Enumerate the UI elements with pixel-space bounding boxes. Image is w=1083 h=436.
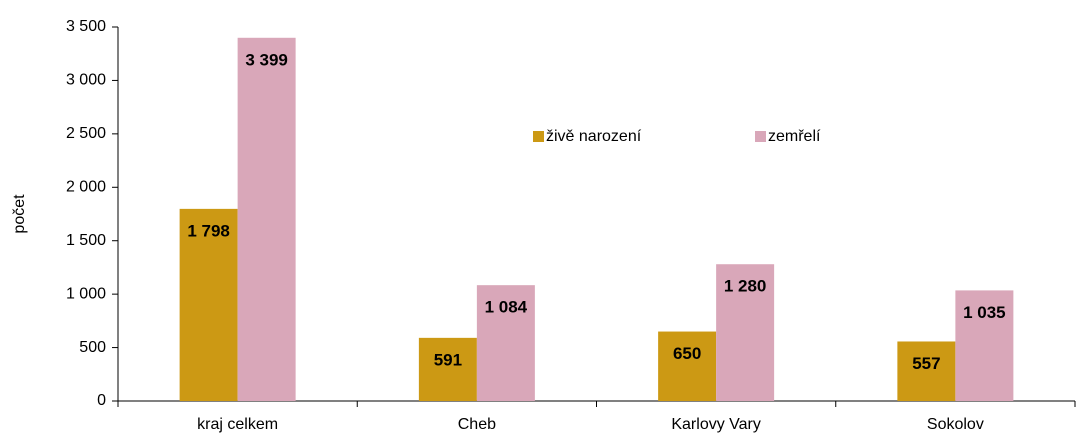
y-tick-label: 500 — [79, 339, 106, 356]
bar — [237, 37, 296, 401]
legend-swatch — [755, 131, 766, 142]
bar — [897, 341, 956, 401]
value-label: 3 399 — [245, 50, 288, 69]
y-axis-label: počet — [11, 194, 28, 234]
value-label: 1 280 — [724, 277, 767, 296]
y-tick-label: 0 — [97, 392, 106, 409]
y-tick-label: 3 500 — [66, 18, 106, 35]
x-tick-label: Cheb — [458, 416, 496, 433]
value-label: 1 035 — [963, 303, 1006, 322]
y-tick-label: 1 500 — [66, 232, 106, 249]
value-label: 557 — [912, 354, 940, 373]
bar — [955, 290, 1014, 401]
y-tick-label: 2 000 — [66, 179, 106, 196]
value-label: 1 084 — [485, 298, 528, 317]
legend-label: živě narození — [546, 128, 642, 145]
bar — [418, 337, 477, 401]
bar — [658, 331, 717, 401]
legend-label: zemřelí — [768, 128, 821, 145]
value-label: 591 — [434, 350, 462, 369]
bar — [476, 285, 535, 401]
y-tick-label: 1 000 — [66, 285, 106, 302]
value-label: 1 798 — [187, 221, 230, 240]
legend-swatch — [533, 131, 544, 142]
x-tick-label: kraj celkem — [197, 416, 278, 433]
bar — [716, 264, 775, 401]
x-tick-label: Karlovy Vary — [671, 416, 761, 433]
y-tick-label: 3 000 — [66, 72, 106, 89]
y-tick-label: 2 500 — [66, 125, 106, 142]
x-tick-label: Sokolov — [927, 416, 984, 433]
value-label: 650 — [673, 344, 701, 363]
bar — [179, 208, 238, 401]
